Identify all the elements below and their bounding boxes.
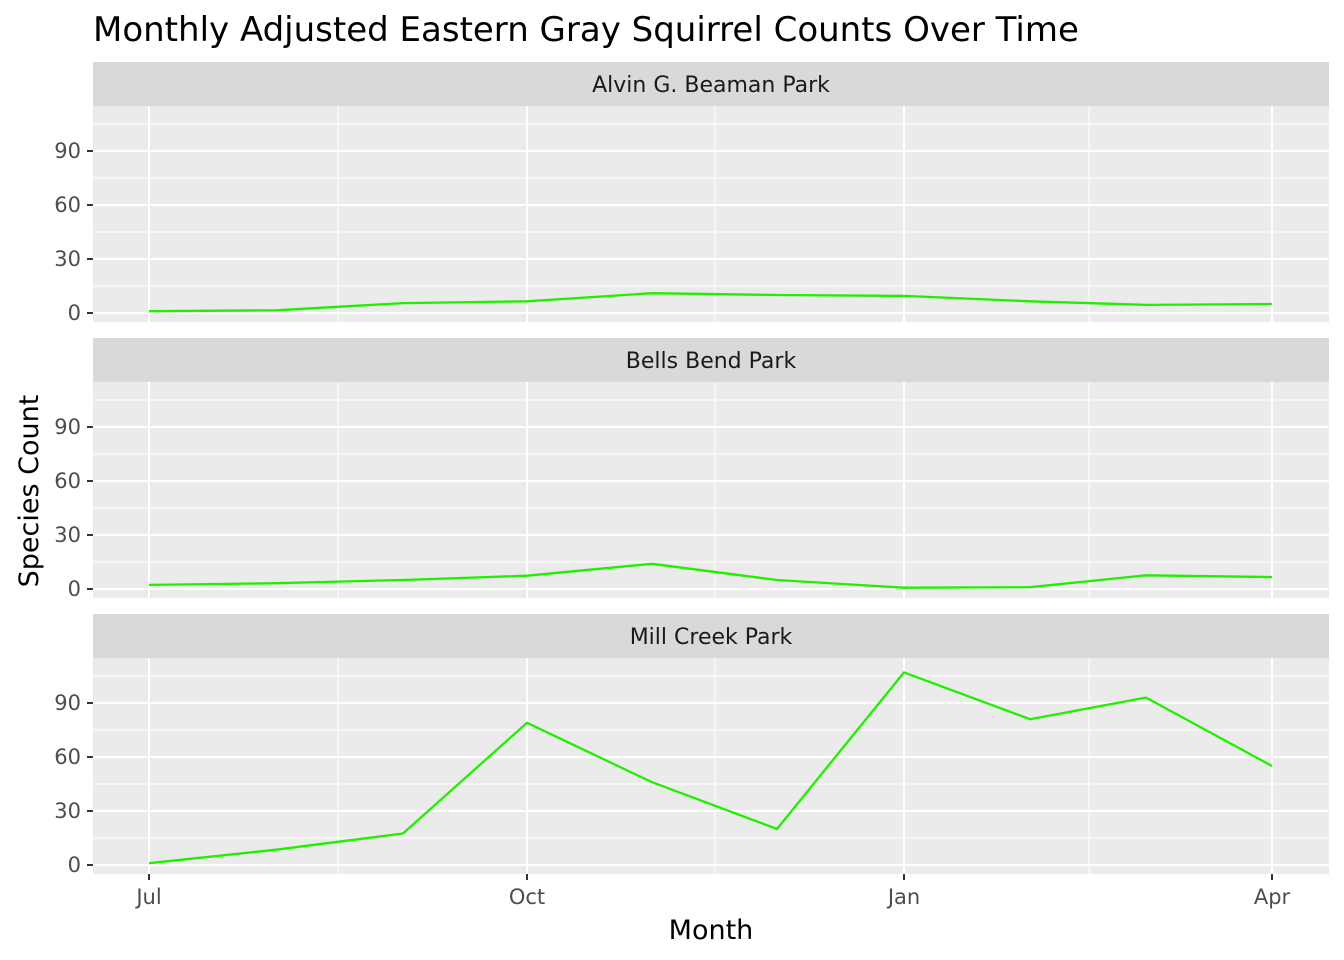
facet-strip-label: Alvin G. Beaman Park [592,73,830,98]
facet-panel: Alvin G. Beaman Park 0 30 60 90 [54,62,1329,325]
facet-strip-label: Bells Bend Park [626,349,797,374]
y-tick-label: 30 [54,247,81,271]
y-tick-label: 30 [54,523,81,547]
y-tick-label: 0 [68,853,81,877]
x-tick-label: Apr [1254,885,1291,909]
y-axis-title: Species Count [14,395,45,588]
series-line [148,671,1273,865]
y-tick-label: 90 [54,415,81,439]
y-tick-label: 90 [54,139,81,163]
x-tick-label: Oct [509,885,545,909]
panel-background [93,382,1329,598]
series-line [148,562,1273,589]
x-tick-label: Jan [886,885,920,909]
facet-strip [93,338,1329,382]
y-tick-label: 60 [54,745,81,769]
chart-title: Monthly Adjusted Eastern Gray Squirrel C… [93,10,1079,50]
panel-background [93,658,1329,874]
panel-background [93,106,1329,322]
facet-strip [93,62,1329,106]
y-tick-label: 90 [54,691,81,715]
facet-panel: Mill Creek Park 0 30 60 90 [54,614,1329,877]
y-tick-label: 60 [54,193,81,217]
y-tick-label: 0 [68,577,81,601]
x-axis-title: Month [669,915,754,946]
x-tick-label: Jul [134,885,161,909]
y-tick-label: 30 [54,799,81,823]
facet-strip [93,614,1329,658]
y-tick-label: 0 [68,301,81,325]
x-axis: Jul Oct Jan Apr [134,874,1291,909]
facet-panel: Bells Bend Park 0 30 60 90 [54,338,1329,601]
series-line [148,292,1273,313]
facet-strip-label: Mill Creek Park [630,625,793,650]
y-tick-label: 60 [54,469,81,493]
